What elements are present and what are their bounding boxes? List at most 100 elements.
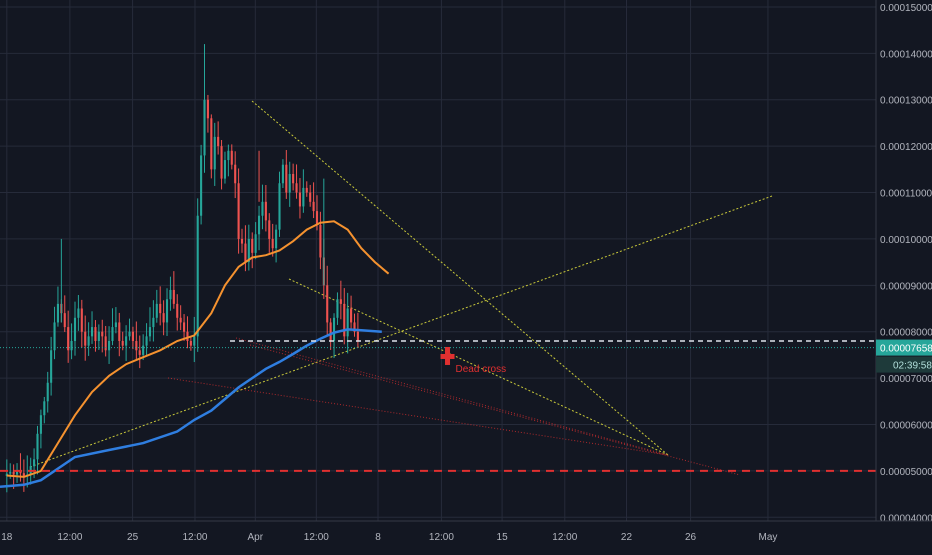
candle-body — [244, 243, 247, 263]
candle-body — [217, 136, 220, 147]
fan-line — [249, 344, 741, 476]
moving-average-blue — [0, 328, 382, 488]
candle-body — [261, 201, 264, 216]
price-tick-label: 0.00013000 — [880, 96, 932, 107]
candle-body — [165, 299, 169, 323]
candle-body — [155, 303, 158, 318]
candle-body — [237, 183, 240, 239]
candle-body — [12, 471, 15, 475]
price-tick-label: 0.00007000 — [880, 374, 932, 385]
candle-body — [94, 327, 97, 341]
candle-body — [275, 229, 278, 249]
candle-body — [210, 118, 213, 170]
candle-body — [326, 285, 329, 323]
candle-body — [90, 327, 94, 337]
time-tick-label: 12:00 — [304, 532, 329, 543]
candle-body — [336, 299, 339, 318]
last-price-tag[interactable] — [876, 339, 932, 356]
time-tick-label: 25 — [127, 532, 139, 543]
time-tick-label: 15 — [497, 532, 509, 543]
candle-body — [305, 187, 308, 193]
candle-body — [339, 299, 342, 304]
candle-body — [186, 331, 189, 341]
candle-body — [179, 317, 182, 323]
dead-cross-marker — [440, 353, 455, 359]
candle-body — [9, 471, 12, 474]
candle-body — [234, 164, 237, 184]
candle-body — [227, 150, 230, 161]
candle-body — [278, 183, 281, 230]
candle-body — [268, 220, 271, 239]
fan-line — [235, 337, 669, 456]
candle-body — [292, 173, 295, 184]
candle-body — [36, 433, 39, 460]
candle-body — [135, 340, 138, 351]
candle-body — [189, 340, 192, 346]
candle-body — [183, 322, 186, 332]
time-tick-label: 12:00 — [552, 532, 577, 543]
candle-body — [22, 473, 25, 477]
candle-body — [128, 331, 131, 337]
price-tick-label: 0.00009000 — [880, 281, 932, 292]
time-tick-label: 12:00 — [429, 532, 454, 543]
candle-body — [39, 415, 42, 434]
candle-body — [77, 308, 80, 318]
last-price-value: 0.00007658 — [880, 344, 932, 355]
candle-body — [53, 322, 56, 351]
candle-body — [142, 345, 145, 355]
price-tick-label: 0.00010000 — [880, 235, 932, 246]
fan-line — [167, 377, 669, 456]
candle-body — [73, 317, 77, 341]
candle-body — [353, 322, 356, 332]
price-axis: 0.00015000 0.00014000 0.00013000 0.00012000… — [875, 0, 932, 550]
candle-body — [295, 183, 298, 193]
candle-body — [271, 238, 274, 249]
candle-body — [118, 322, 121, 341]
countdown-timer: 02:39:58 — [893, 361, 932, 372]
candle-body — [5, 473, 8, 476]
candle-body — [281, 164, 284, 184]
time-tick-label: 22 — [621, 532, 633, 543]
time-tick-label: Apr — [248, 532, 264, 543]
candle-body — [145, 336, 148, 346]
candle-body — [251, 238, 254, 253]
candle-body — [56, 303, 60, 323]
candle-body — [264, 201, 267, 221]
time-tick-label: 12:00 — [182, 532, 207, 543]
candle-body — [104, 336, 107, 351]
moving-average-orange — [6, 220, 390, 478]
time-tick-label: 18 — [1, 532, 13, 543]
price-tick-label: 0.00004000 — [880, 513, 932, 524]
candle-body — [80, 308, 83, 332]
candle-body — [288, 173, 291, 193]
dead-cross-annotation: Dead cross — [440, 346, 506, 375]
price-tick-label: 0.00005000 — [880, 467, 932, 478]
candle-body — [162, 313, 165, 323]
candle-body — [240, 238, 244, 244]
candle-body — [169, 289, 172, 300]
candle-body — [87, 336, 90, 346]
candle-body — [332, 317, 336, 341]
candle-body — [159, 303, 162, 314]
lower-trend-line — [288, 278, 669, 456]
descending-trend-line — [251, 100, 669, 456]
candle-body — [196, 215, 199, 337]
candle-body — [121, 340, 124, 346]
time-tick-label: May — [758, 532, 777, 543]
candle-body — [15, 469, 19, 475]
candle-body — [343, 303, 346, 337]
candle-body — [257, 215, 261, 235]
candle-body — [125, 336, 128, 346]
candle-body — [309, 192, 312, 202]
candle-body — [254, 234, 257, 253]
candle-body — [206, 99, 209, 119]
candle-body — [298, 192, 302, 207]
time-tick-label: 26 — [685, 532, 697, 543]
price-tick-label: 0.00008000 — [880, 328, 932, 339]
price-tick-label: 0.00015000 — [880, 3, 932, 14]
price-tick-label: 0.00006000 — [880, 421, 932, 432]
candle-body — [111, 327, 114, 341]
candle-body — [220, 146, 223, 179]
